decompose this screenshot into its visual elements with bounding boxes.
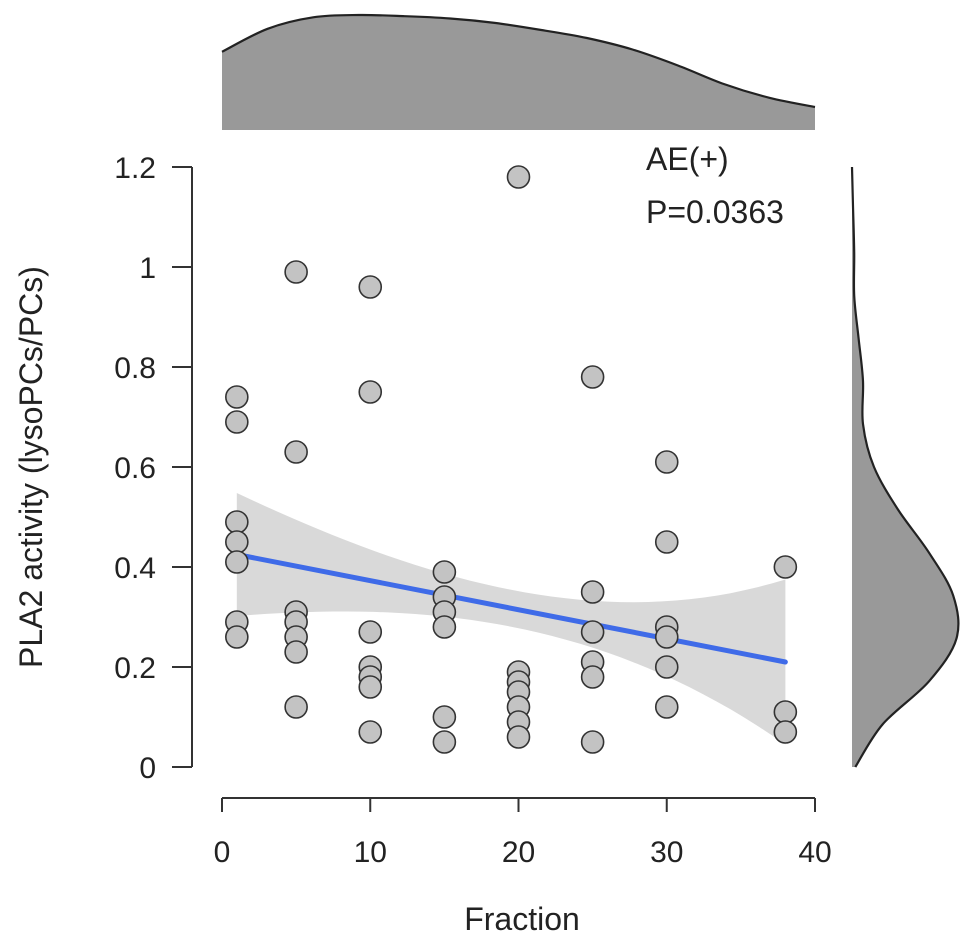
data-point	[580, 730, 605, 754]
x-tick-label: 20	[502, 836, 535, 869]
data-point	[225, 385, 249, 409]
y-axis-title: PLA2 activity (lysoPCs/PCs)	[13, 266, 49, 668]
regression-line-layer	[234, 552, 788, 665]
x-tick-label: 0	[214, 836, 231, 869]
data-point	[654, 655, 679, 679]
data-point	[654, 625, 679, 649]
data-point	[225, 410, 249, 434]
data-point	[225, 530, 249, 554]
top-marginal-density	[221, 13, 816, 131]
y-tick-label: 1.2	[114, 152, 156, 185]
y-axis: 0 0.2 0.4 0.6 0.8 1 1.2	[114, 152, 193, 785]
data-point	[773, 700, 798, 724]
confidence-band-layer	[236, 493, 786, 745]
top-density-outline	[221, 13, 816, 109]
data-point	[284, 440, 308, 464]
data-point	[580, 365, 605, 389]
y-tick-label: 0.2	[114, 652, 156, 685]
y-tick-label: 0.6	[114, 452, 156, 485]
y-tick-label: 1	[139, 252, 156, 285]
data-point	[225, 510, 249, 534]
data-point	[432, 560, 457, 584]
data-point	[284, 695, 308, 719]
data-point	[773, 555, 798, 579]
data-point	[580, 620, 605, 644]
data-point	[358, 380, 383, 404]
data-point	[225, 550, 249, 574]
data-point	[773, 720, 798, 744]
data-point	[506, 725, 531, 749]
data-point	[654, 450, 679, 474]
data-point	[654, 530, 679, 554]
y-tick-label: 0.8	[114, 352, 156, 385]
points-layer	[225, 165, 798, 754]
x-tick-label: 10	[354, 836, 387, 869]
annotation-p-value: P=0.0363	[646, 194, 784, 230]
data-point	[580, 665, 605, 689]
data-point	[432, 705, 457, 729]
data-point	[654, 695, 679, 719]
x-tick-label: 30	[650, 836, 683, 869]
data-point	[358, 675, 383, 699]
right-density-area	[852, 167, 959, 767]
y-tick-label: 0.4	[114, 552, 156, 585]
x-tick-label: 40	[798, 836, 831, 869]
annotation-group-label: AE(+)	[646, 141, 729, 177]
data-point	[284, 260, 308, 284]
data-point	[580, 580, 605, 604]
data-point	[432, 730, 457, 754]
data-point	[358, 720, 383, 744]
data-point	[506, 165, 531, 189]
y-tick-label: 0	[139, 752, 156, 785]
right-marginal-density	[850, 166, 960, 768]
x-axis: 0 10 20 30 40	[214, 797, 832, 869]
right-density-outline	[850, 166, 960, 768]
x-axis-title: Fraction	[464, 901, 580, 937]
data-point	[225, 625, 249, 649]
data-point	[432, 615, 457, 639]
data-point	[358, 275, 383, 299]
regression-line	[234, 552, 788, 665]
top-density-area	[222, 14, 815, 131]
data-point	[358, 620, 383, 644]
confidence-band	[236, 493, 786, 745]
data-point	[284, 640, 308, 664]
